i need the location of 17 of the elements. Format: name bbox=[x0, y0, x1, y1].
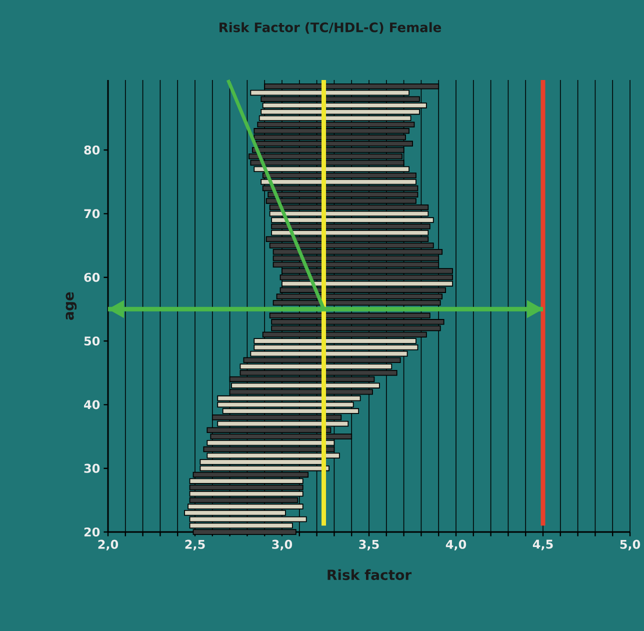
chart-title: Risk Factor (TC/HDL-C) Female bbox=[220, 22, 442, 34]
x-tick-label: 2,5 bbox=[185, 540, 205, 550]
x-tick-label: 3,5 bbox=[359, 540, 379, 550]
y-tick-label: 80 bbox=[84, 145, 100, 155]
y-tick-label: 70 bbox=[84, 209, 100, 218]
x-tick-label: 5,0 bbox=[620, 540, 640, 550]
x-tick-label: 4,5 bbox=[532, 540, 553, 550]
x-tick-label: 4,0 bbox=[446, 540, 466, 550]
y-tick-label: 50 bbox=[84, 336, 100, 346]
y-tick-label: 40 bbox=[84, 400, 100, 410]
y-tick-label: 30 bbox=[84, 464, 100, 473]
x-axis-title: Risk factor bbox=[328, 569, 412, 580]
y-tick-label: 20 bbox=[84, 527, 100, 537]
y-axis-title: age bbox=[66, 292, 77, 320]
x-tick-label: 3,0 bbox=[272, 540, 292, 550]
y-tick-label: 60 bbox=[84, 272, 100, 282]
x-tick-label: 2,0 bbox=[98, 540, 118, 550]
